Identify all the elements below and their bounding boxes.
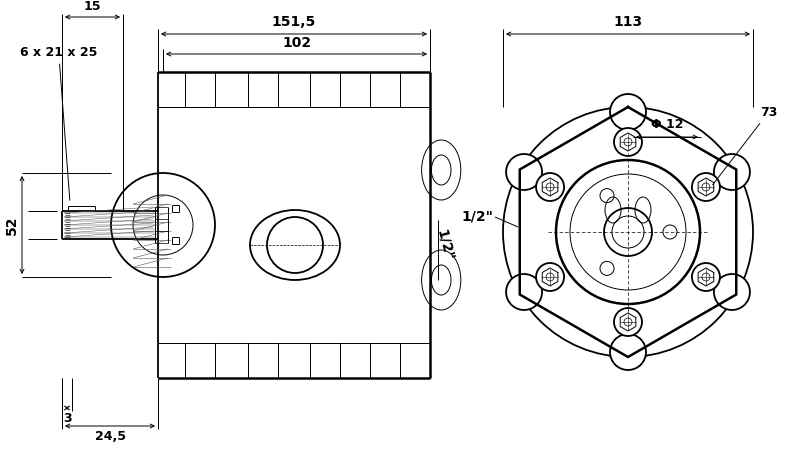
Text: 15: 15 bbox=[84, 0, 102, 13]
Text: 3: 3 bbox=[62, 411, 71, 424]
Circle shape bbox=[536, 263, 564, 291]
Circle shape bbox=[506, 154, 542, 190]
Text: 1/2": 1/2" bbox=[434, 228, 456, 262]
Text: 1/2": 1/2" bbox=[461, 210, 493, 224]
Circle shape bbox=[692, 173, 720, 201]
Text: 6 x 21 x 25: 6 x 21 x 25 bbox=[20, 45, 98, 200]
Circle shape bbox=[506, 274, 542, 310]
Text: 52: 52 bbox=[5, 215, 19, 235]
Circle shape bbox=[610, 94, 646, 130]
Text: 113: 113 bbox=[614, 15, 642, 29]
Circle shape bbox=[536, 173, 564, 201]
Circle shape bbox=[614, 128, 642, 156]
Text: 73: 73 bbox=[713, 105, 778, 185]
Circle shape bbox=[714, 154, 750, 190]
Text: 24,5: 24,5 bbox=[94, 429, 126, 442]
Text: 151,5: 151,5 bbox=[272, 15, 316, 29]
Text: 102: 102 bbox=[282, 36, 311, 50]
Circle shape bbox=[692, 263, 720, 291]
Circle shape bbox=[714, 274, 750, 310]
Circle shape bbox=[610, 334, 646, 370]
Circle shape bbox=[614, 308, 642, 336]
Text: Φ 12: Φ 12 bbox=[650, 117, 683, 130]
